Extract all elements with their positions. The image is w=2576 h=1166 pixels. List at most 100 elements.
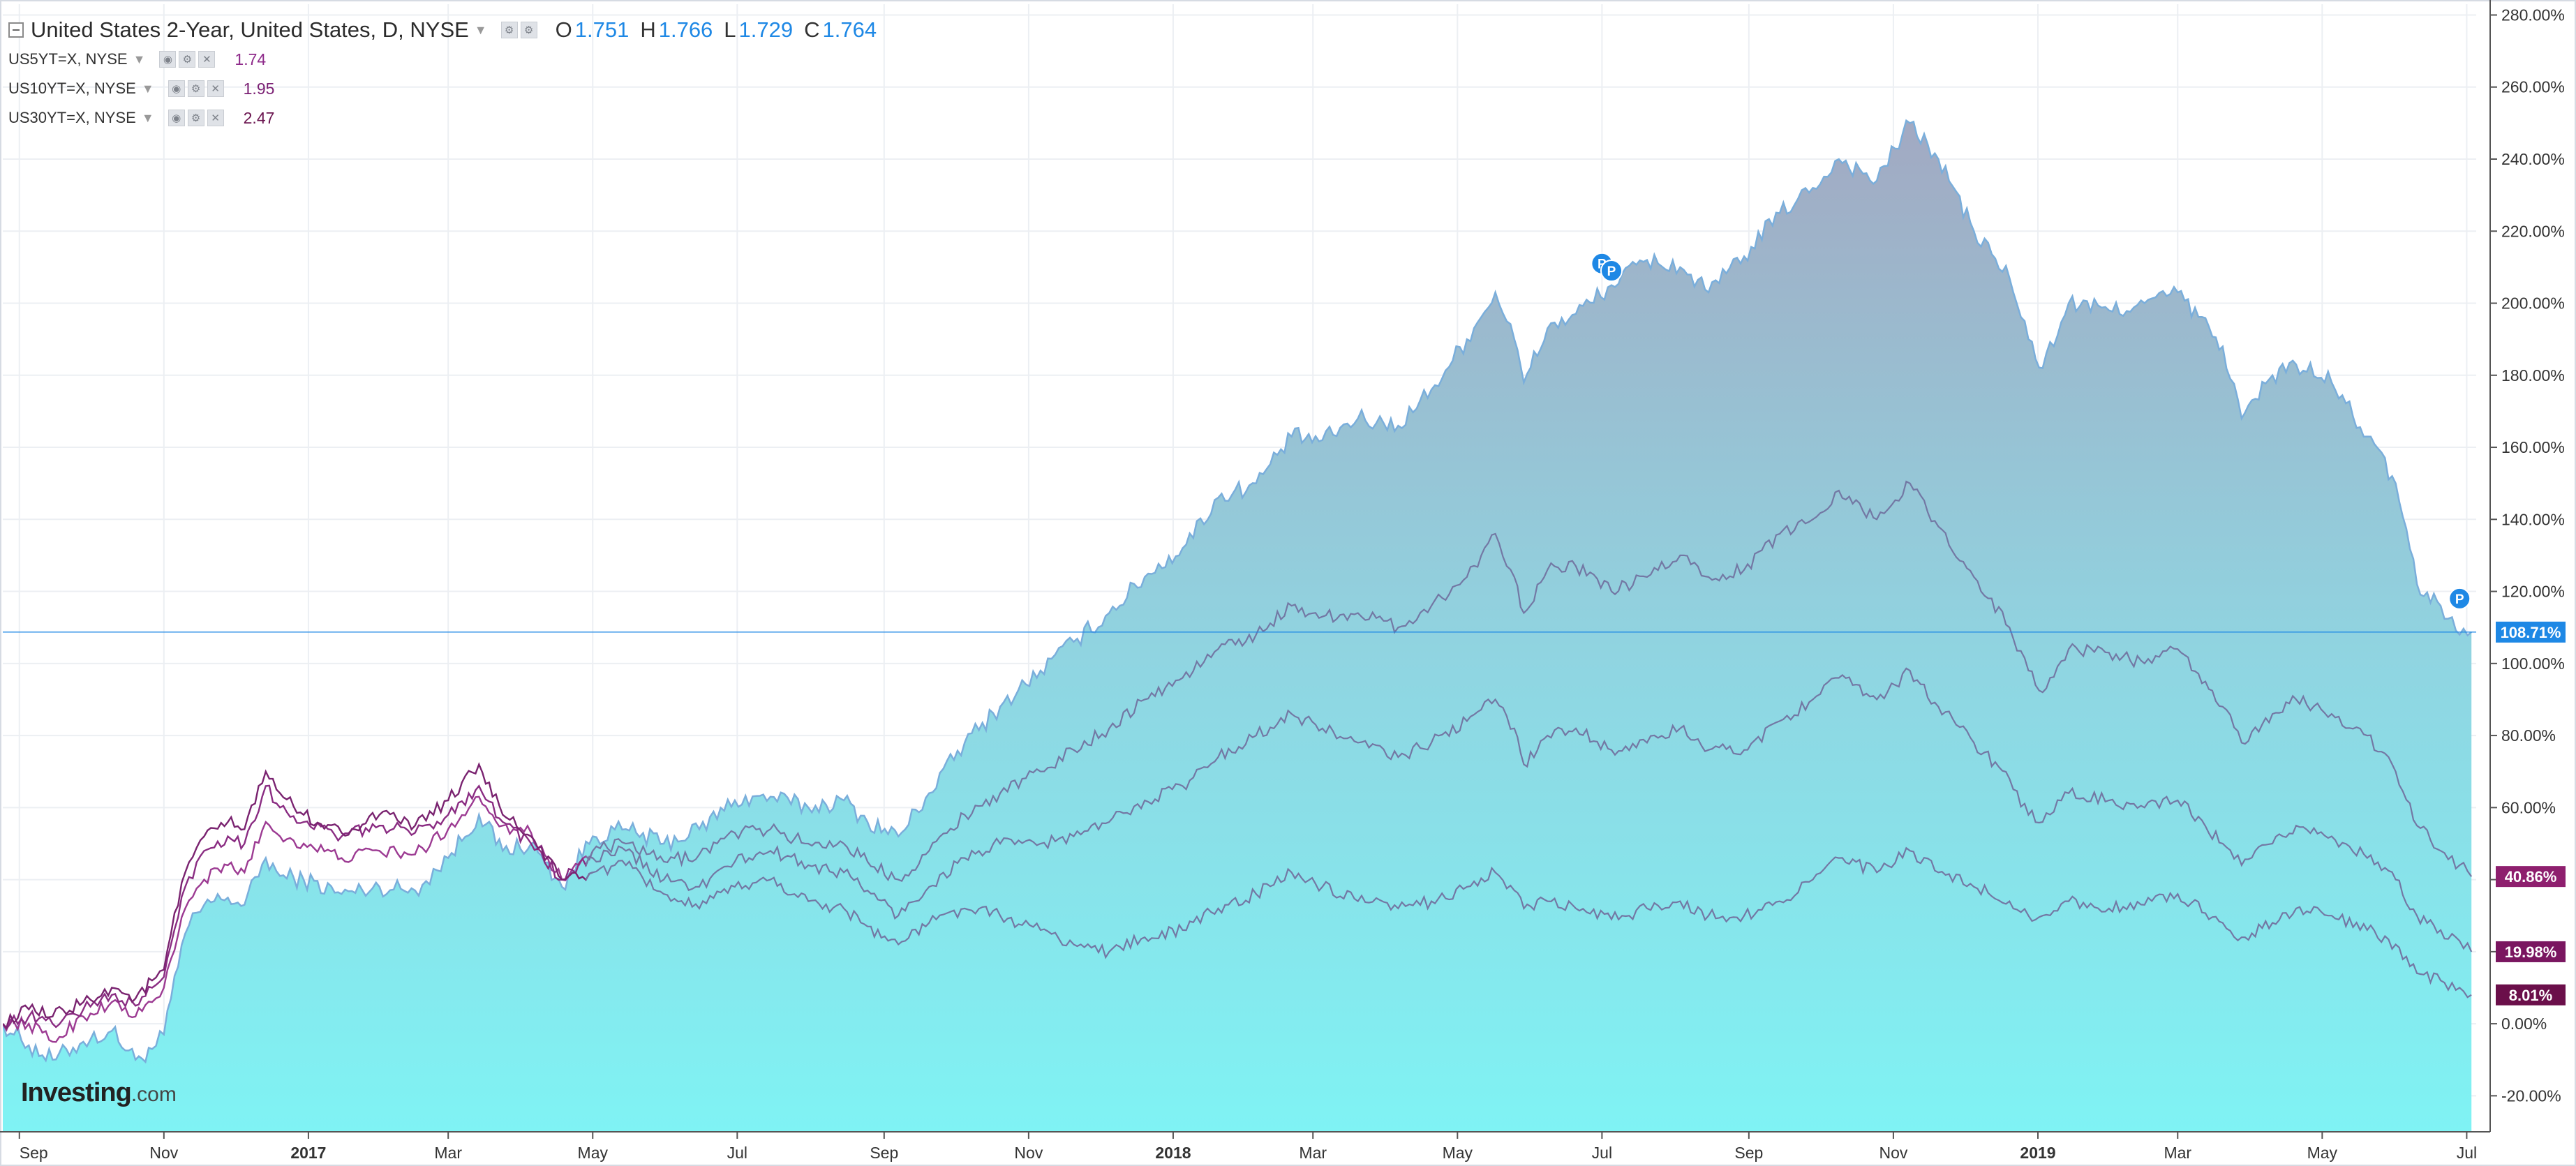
x-tick-label: Jul [2457,1144,2477,1162]
event-pin[interactable]: P [1600,260,1623,283]
chevron-down-icon[interactable]: ▼ [474,22,487,37]
series-area-us-2-year [3,120,2472,1132]
y-tick-label: 120.00% [2501,583,2565,601]
x-tick-label: Nov [1879,1144,1907,1162]
overlay-series-value: 1.74 [234,50,267,68]
last-value-label: 8.01% [2496,984,2566,1006]
event-pin[interactable]: P [2448,587,2471,610]
overlay-legend-row: US10YT=X, NYSE ▼ ◉ ⚙ ✕ 1.95 [8,77,274,100]
svg-text:P: P [2455,592,2464,607]
x-tick-label: Mar [434,1144,462,1162]
x-tick-label: Mar [1299,1144,1327,1162]
y-tick-label: 80.00% [2501,726,2556,745]
ohlc-key: H [640,17,656,42]
settings-icon[interactable]: ⚙ [187,110,204,126]
svg-text:P: P [1607,264,1616,279]
svg-text:19.98%: 19.98% [2505,943,2557,961]
ohlc-value: 1.751 [574,17,630,42]
svg-text:40.86%: 40.86% [2505,868,2557,885]
y-tick-label: 260.00% [2501,78,2565,96]
x-tick-label: 2017 [290,1144,326,1162]
logo-brand: Investing [21,1078,132,1107]
x-tick-label: Mar [2164,1144,2191,1162]
overlay-series-name: US30YT=X, NYSE [8,109,136,126]
last-value-labels: 108.71% 40.86% 19.98% 8.01% [2496,621,2566,1006]
series-line-us10yt-x [585,667,2473,952]
y-tick-label: 220.00% [2501,222,2565,240]
ohlc-value: 1.766 [658,17,713,42]
x-tick-label: May [1443,1144,1473,1162]
last-value-label: 40.86% [2496,866,2566,888]
last-value-label: 19.98% [2496,941,2566,962]
y-tick-label: -20.00% [2501,1086,2561,1105]
settings-icon[interactable]: ⚙ [520,22,537,38]
svg-text:8.01%: 8.01% [2509,987,2552,1004]
investing-logo: Investing.com [21,1078,177,1108]
x-tick-label: Sep [870,1144,898,1162]
close-icon[interactable]: ✕ [207,80,224,97]
x-tick-label: Nov [149,1144,178,1162]
y-tick-label: 200.00% [2501,294,2565,313]
ohlc-key: C [804,17,820,42]
logo-suffix: .com [131,1083,177,1106]
series-line-us5yt-x [585,480,2473,882]
settings-icon[interactable]: ⚙ [500,22,518,38]
x-tick-label: 2018 [1155,1144,1191,1162]
event-pins[interactable]: P PP [1591,252,2471,610]
overlay-series-value: 1.95 [243,79,275,98]
visibility-icon[interactable]: ◉ [159,51,177,68]
overlay-actions: ◉ ⚙ ✕ [167,80,224,97]
visibility-icon[interactable]: ◉ [167,80,185,97]
series-layer [3,119,2476,1132]
last-value-label: 108.71% [2496,621,2566,643]
x-tick-label: May [578,1144,609,1162]
ohlc-value: 1.729 [738,17,794,42]
overlay-actions: ◉ ⚙ ✕ [159,51,216,68]
x-tick-label: Sep [20,1144,48,1162]
overlay-actions: ◉ ⚙ ✕ [167,110,224,126]
x-tick-label: Sep [1734,1144,1763,1162]
x-tick-label: Jul [727,1144,747,1162]
settings-icon[interactable]: ⚙ [179,51,196,68]
main-series-title: United States 2-Year, United States, D, … [31,17,469,42]
visibility-icon[interactable]: ◉ [167,110,185,126]
y-tick-label: 140.00% [2501,510,2565,528]
series-line-us10yt-x-early [3,784,593,1031]
close-icon[interactable]: ✕ [198,51,216,68]
y-tick-label: 280.00% [2501,6,2565,24]
overlay-legend-row: US30YT=X, NYSE ▼ ◉ ⚙ ✕ 2.47 [8,106,274,130]
overlay-legend-row: US5YT=X, NYSE ▼ ◉ ⚙ ✕ 1.74 [8,47,266,71]
series-line-us30yt-x-early [3,762,593,1030]
y-tick-label: 180.00% [2501,366,2565,384]
main-series-actions: ⚙ ⚙ [500,22,537,38]
series-line-us5yt-x-early [3,795,594,1043]
overlay-series-value: 2.47 [243,108,275,127]
main-legend: United States 2-Year, United States, D, … [8,15,877,45]
svg-text:108.71%: 108.71% [2501,624,2561,641]
x-tick-label: Nov [1014,1144,1043,1162]
chevron-down-icon[interactable]: ▼ [141,110,154,125]
y-tick-label: 100.00% [2501,655,2565,673]
y-tick-label: 160.00% [2501,438,2565,456]
x-tick-label: May [2307,1144,2338,1162]
ohlc-value: 1.764 [822,17,877,42]
close-icon[interactable]: ✕ [207,110,224,126]
x-tick-label: 2019 [2020,1144,2055,1162]
ohlc-values: O 1.751 H 1.766 L 1.729 C 1.764 [544,17,877,43]
ohlc-key: L [724,17,736,42]
y-tick-label: 240.00% [2501,150,2565,168]
series-line-us-2-year [3,119,2472,1064]
chevron-down-icon[interactable]: ▼ [141,81,154,96]
chevron-down-icon[interactable]: ▼ [133,52,146,66]
ohlc-key: O [555,17,572,42]
series-line-us30yt-x [585,846,2472,999]
overlay-series-name: US10YT=X, NYSE [8,80,136,97]
overlay-series-name: US5YT=X, NYSE [8,50,128,68]
collapse-legend-button[interactable] [8,22,24,38]
y-tick-label: 0.00% [2501,1015,2547,1033]
x-tick-label: Jul [1592,1144,1612,1162]
settings-icon[interactable]: ⚙ [187,80,204,97]
